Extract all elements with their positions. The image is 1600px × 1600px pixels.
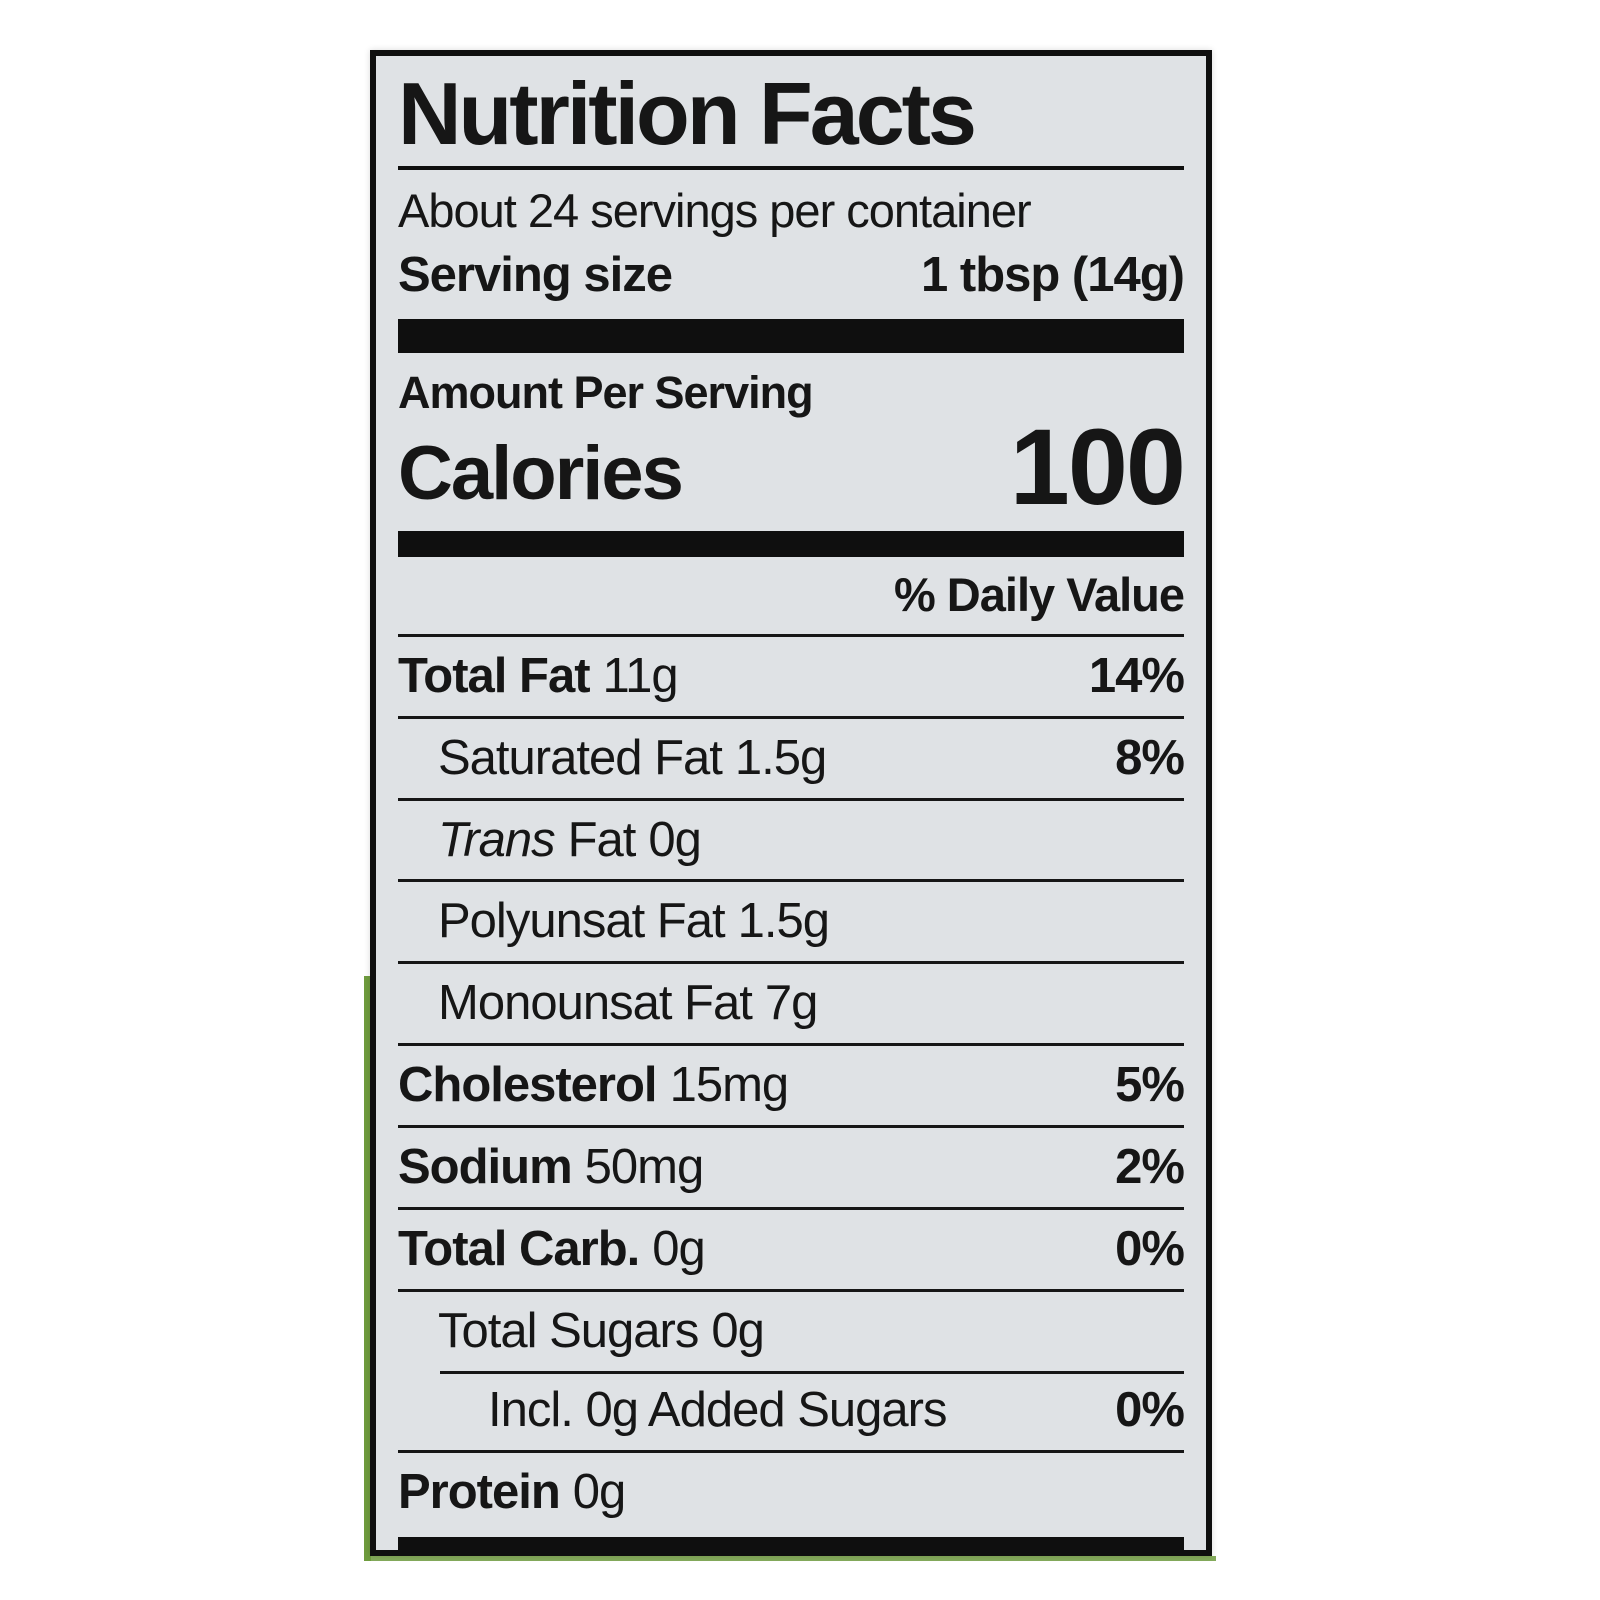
nutrient-row-cholesterol: Cholesterol 15mg 5% bbox=[398, 1043, 1185, 1125]
serving-size-value: 1 tbsp (14g) bbox=[921, 247, 1185, 302]
nutrition-facts-label: Nutrition Facts About 24 servings per co… bbox=[370, 50, 1212, 1556]
medium-divider-bar bbox=[398, 530, 1184, 557]
amount-per-serving-label: Amount Per Serving bbox=[398, 366, 814, 418]
servings-per-container: About 24 servings per container bbox=[398, 184, 1032, 237]
nutrient-row-polyunsat-fat: Polyunsat Fat 1.5g bbox=[398, 879, 1184, 961]
nutrient-name: Saturated Fat bbox=[438, 730, 723, 785]
nutrient-row-total-carb: Total Carb. 0g 0% bbox=[398, 1206, 1185, 1289]
serving-size-row: Serving size 1 tbsp (14g) bbox=[398, 243, 1185, 319]
nutrient-amount: 0g bbox=[711, 1303, 765, 1358]
nutrient-name: Cholesterol bbox=[398, 1058, 658, 1113]
nutrient-name: Polyunsat Fat bbox=[438, 894, 726, 949]
daily-value-header: % Daily Value bbox=[893, 567, 1185, 621]
calories-label: Calories bbox=[398, 430, 684, 516]
nutrient-amount: 0g bbox=[648, 812, 702, 867]
label-title: Nutrition Facts bbox=[398, 64, 977, 163]
bottom-divider-bar bbox=[398, 1537, 1184, 1550]
nutrient-amount: 1.5g bbox=[734, 730, 827, 785]
nutrient-name: Total Carb. bbox=[398, 1221, 640, 1276]
nutrient-amount: 0g bbox=[572, 1464, 627, 1519]
nutrient-row-total-sugars: Total Sugars 0g bbox=[398, 1288, 1184, 1371]
nutrient-row-total-fat: Total Fat 11g 14% bbox=[398, 633, 1185, 716]
nutrient-row-monounsat-fat: Monounsat Fat 7g bbox=[398, 961, 1184, 1043]
nutrient-dv: 2% bbox=[1115, 1140, 1185, 1194]
nutrient-dv: 5% bbox=[1115, 1058, 1185, 1113]
nutrient-row-added-sugars: Incl. 0g Added Sugars 0% bbox=[398, 1370, 1185, 1450]
thick-divider-bar bbox=[398, 318, 1184, 353]
nutrient-amount: 50mg bbox=[584, 1140, 705, 1194]
title-divider bbox=[398, 166, 1184, 170]
nutrient-row-protein: Protein 0g bbox=[398, 1449, 1184, 1532]
nutrient-name: Total Sugars bbox=[438, 1303, 699, 1358]
nutrient-row-trans-fat: Trans Fat 0g bbox=[398, 797, 1184, 880]
nutrient-amount: 1.5g bbox=[737, 894, 830, 949]
nutrient-amount: 15mg bbox=[669, 1058, 790, 1113]
nutrient-name: Monounsat Fat bbox=[438, 976, 753, 1031]
nutrient-amount: 7g bbox=[764, 976, 819, 1031]
nutrient-name: Total Fat bbox=[398, 648, 591, 703]
nutrient-dv: 0% bbox=[1115, 1382, 1185, 1437]
nutrient-amount: 11g bbox=[602, 648, 679, 703]
nutrient-name-italic: Trans bbox=[438, 812, 556, 867]
nutrient-dv: 8% bbox=[1115, 730, 1185, 785]
nutrient-dv: 14% bbox=[1088, 648, 1185, 703]
nutrient-row-saturated-fat: Saturated Fat 1.5g 8% bbox=[398, 715, 1185, 798]
nutrient-amount: 0g bbox=[652, 1221, 706, 1276]
calories-row: Calories 100 bbox=[398, 405, 1186, 527]
nutrient-name: Protein bbox=[398, 1464, 561, 1519]
serving-size-label: Serving size bbox=[398, 247, 673, 302]
package-edge-green-left bbox=[364, 976, 371, 1561]
calories-value: 100 bbox=[1009, 405, 1186, 527]
nutrient-name: Incl. 0g Added Sugars bbox=[488, 1382, 947, 1437]
package-edge-green-bottom bbox=[366, 1556, 1216, 1561]
nutrient-name: Fat bbox=[567, 812, 637, 867]
nutrient-name: Sodium bbox=[398, 1140, 573, 1194]
nutrient-dv: 0% bbox=[1115, 1221, 1185, 1276]
nutrient-row-sodium: Sodium 50mg 2% bbox=[398, 1125, 1185, 1207]
